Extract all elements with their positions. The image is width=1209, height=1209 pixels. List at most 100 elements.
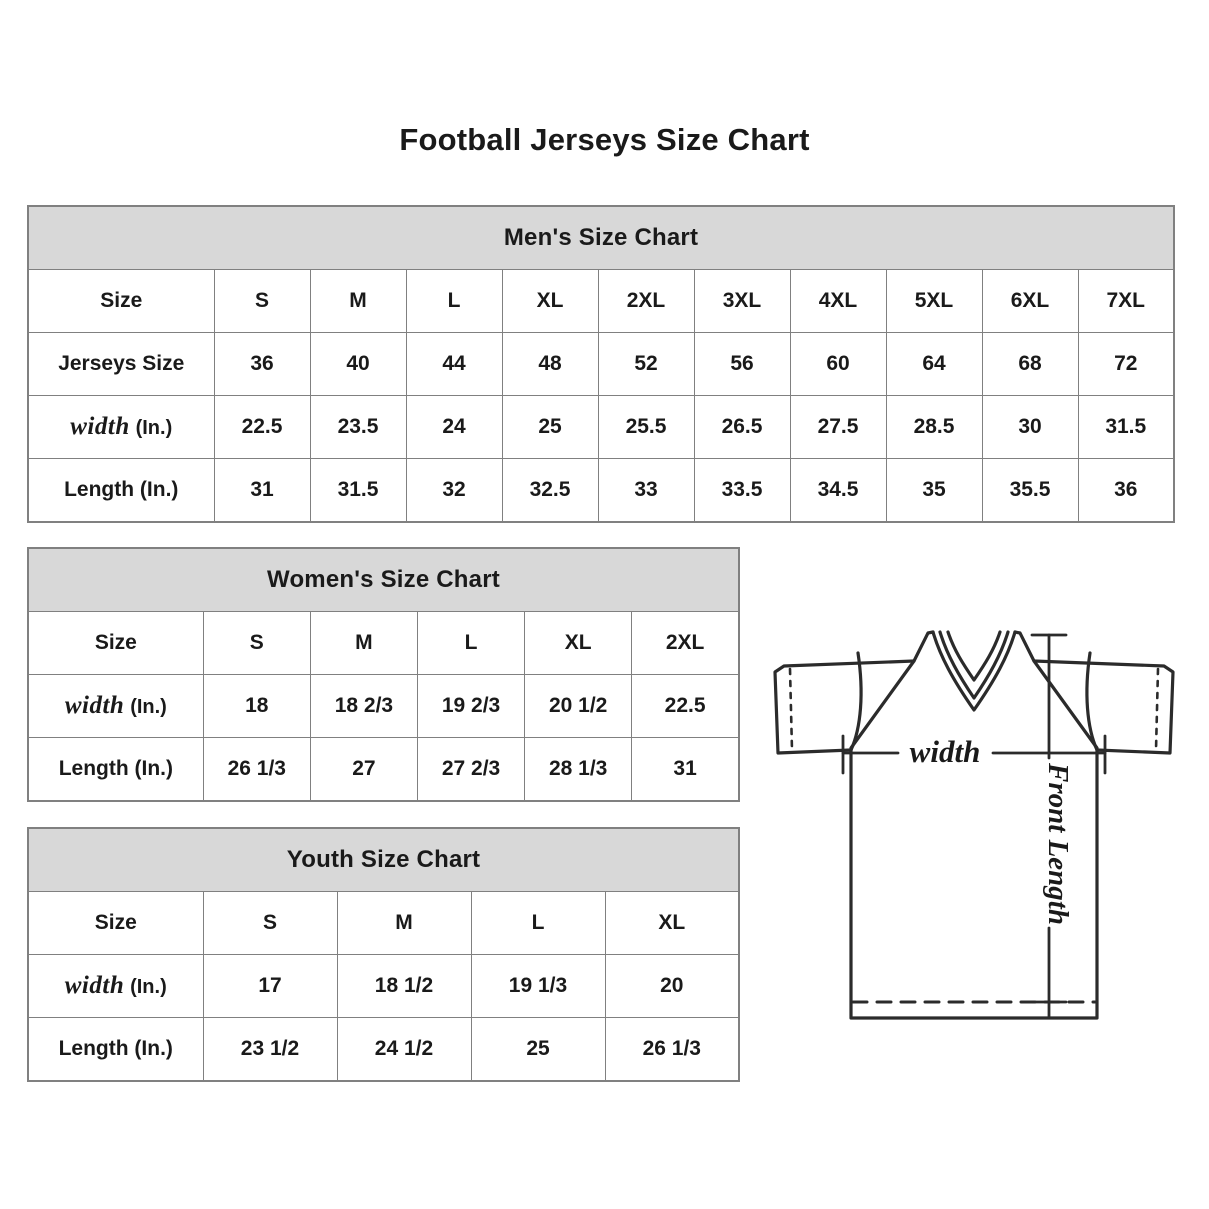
- table-row: width (In.) 17 18 1/2 19 1/3 20: [27, 954, 740, 1018]
- width-unit-text: (In.): [135, 417, 173, 439]
- table-cell: 26.5: [693, 395, 791, 459]
- table-cell: 33: [597, 458, 695, 523]
- row-label-width: width (In.): [27, 395, 215, 459]
- table-cell: 19 1/3: [470, 954, 606, 1018]
- womens-size-table: Women's Size Chart Size S M L XL 2XL wid…: [27, 547, 740, 802]
- table-cell: 35: [885, 458, 983, 523]
- table-cell: 35.5: [981, 458, 1079, 523]
- table-cell: 36: [1077, 458, 1175, 523]
- table-cell: 26 1/3: [202, 737, 311, 802]
- jersey-right-shoulder: [1013, 630, 1099, 752]
- width-unit-text: (In.): [130, 696, 167, 718]
- jersey-left-cuff-stitch: [788, 667, 794, 752]
- column-header-s: S: [202, 611, 311, 675]
- column-header-m: M: [336, 891, 472, 955]
- table-row: Length (In.) 31 31.5 32 32.5 33 33.5 34.…: [27, 458, 1175, 523]
- width-italic-text: width: [64, 692, 125, 719]
- jersey-body-outline: [849, 748, 1099, 1020]
- column-header-xl: XL: [604, 891, 740, 955]
- jersey-left-shoulder: [849, 630, 935, 752]
- table-cell: 64: [885, 332, 983, 396]
- column-header-3xl: 3XL: [693, 269, 791, 333]
- jersey-right-sleeve: [1032, 659, 1175, 755]
- table-cell: 27 2/3: [416, 737, 526, 802]
- table-cell: 20 1/2: [524, 674, 633, 738]
- table-cell: 25: [501, 395, 599, 459]
- jersey-neckline-middle: [938, 630, 1010, 700]
- column-header-2xl: 2XL: [631, 611, 740, 675]
- table-cell: 23 1/2: [202, 1017, 338, 1082]
- table-cell: 18 1/2: [336, 954, 472, 1018]
- table-cell: 68: [981, 332, 1079, 396]
- column-header-xl: XL: [501, 269, 599, 333]
- table-cell: 27.5: [789, 395, 887, 459]
- table-header-row: Size S M L XL 2XL: [27, 611, 740, 675]
- page-title: Football Jerseys Size Chart: [399, 122, 810, 157]
- table-cell: 25.5: [597, 395, 695, 459]
- column-header-4xl: 4XL: [789, 269, 887, 333]
- table-row: Jerseys Size 36 40 44 48 52 56 60 64 68 …: [27, 332, 1175, 396]
- table-cell: 72: [1077, 332, 1175, 396]
- jersey-left-armhole: [849, 651, 863, 752]
- table-cell: 32.5: [501, 458, 599, 523]
- table-cell: 33.5: [693, 458, 791, 523]
- youth-table-caption: Youth Size Chart: [27, 827, 740, 892]
- row-label-length: Length (In.): [27, 737, 204, 802]
- table-cell: 31.5: [309, 458, 407, 523]
- table-cell: 22.5: [213, 395, 311, 459]
- jersey-right-armhole: [1085, 651, 1099, 752]
- table-cell: 24: [405, 395, 503, 459]
- table-caption-row: Men's Size Chart: [27, 205, 1175, 270]
- row-label-length: Length (In.): [27, 458, 215, 523]
- jersey-measurement-diagram: width Front Length: [768, 598, 1192, 1050]
- row-label-length: Length (In.): [27, 1017, 204, 1082]
- table-row: Length (In.) 23 1/2 24 1/2 25 26 1/3: [27, 1017, 740, 1082]
- table-header-row: Size S M L XL 2XL 3XL 4XL 5XL 6XL 7XL: [27, 269, 1175, 333]
- column-header-5xl: 5XL: [885, 269, 983, 333]
- column-header-7xl: 7XL: [1077, 269, 1175, 333]
- width-unit-text: (In.): [130, 976, 167, 998]
- youth-size-table: Youth Size Chart Size S M L XL width (In…: [27, 827, 741, 1082]
- column-header-size: Size: [27, 891, 204, 955]
- row-label-width: width (In.): [27, 674, 204, 738]
- table-cell: 28 1/3: [524, 737, 633, 802]
- table-cell: 31.5: [1077, 395, 1175, 459]
- table-cell: 34.5: [789, 458, 887, 523]
- width-italic-text: width: [70, 413, 130, 440]
- width-italic-text: width: [64, 972, 125, 999]
- column-header-xl: XL: [524, 611, 633, 675]
- table-cell: 22.5: [631, 674, 740, 738]
- width-label: width: [910, 734, 981, 769]
- table-cell: 31: [631, 737, 740, 802]
- table-cell: 18 2/3: [309, 674, 418, 738]
- row-label-width: width (In.): [27, 954, 204, 1018]
- table-cell: 36: [213, 332, 311, 396]
- table-row: width (In.) 18 18 2/3 19 2/3 20 1/2 22.5: [27, 674, 740, 738]
- table-cell: 26 1/3: [604, 1017, 740, 1082]
- mens-size-table: Men's Size Chart Size S M L XL 2XL 3XL 4…: [27, 205, 1176, 523]
- jersey-left-sleeve: [773, 659, 916, 755]
- column-header-size: Size: [27, 269, 215, 333]
- column-header-s: S: [202, 891, 338, 955]
- row-label-jerseys-size: Jerseys Size: [27, 332, 215, 396]
- column-header-m: M: [309, 611, 418, 675]
- womens-table-caption: Women's Size Chart: [27, 547, 740, 612]
- column-header-l: L: [416, 611, 526, 675]
- jersey-neckline-outer: [931, 630, 1017, 712]
- table-cell: 40: [309, 332, 407, 396]
- column-header-l: L: [405, 269, 503, 333]
- table-cell: 44: [405, 332, 503, 396]
- front-length-label: Front Length: [1042, 762, 1074, 925]
- table-cell: 30: [981, 395, 1079, 459]
- mens-table-caption: Men's Size Chart: [27, 205, 1175, 270]
- table-caption-row: Women's Size Chart: [27, 547, 740, 612]
- table-row: width (In.) 22.5 23.5 24 25 25.5 26.5 27…: [27, 395, 1175, 459]
- table-cell: 48: [501, 332, 599, 396]
- table-row: Length (In.) 26 1/3 27 27 2/3 28 1/3 31: [27, 737, 740, 802]
- column-header-6xl: 6XL: [981, 269, 1079, 333]
- table-cell: 60: [789, 332, 887, 396]
- column-header-s: S: [213, 269, 311, 333]
- table-cell: 17: [202, 954, 338, 1018]
- jersey-right-cuff-stitch: [1154, 667, 1160, 752]
- table-cell: 18: [202, 674, 311, 738]
